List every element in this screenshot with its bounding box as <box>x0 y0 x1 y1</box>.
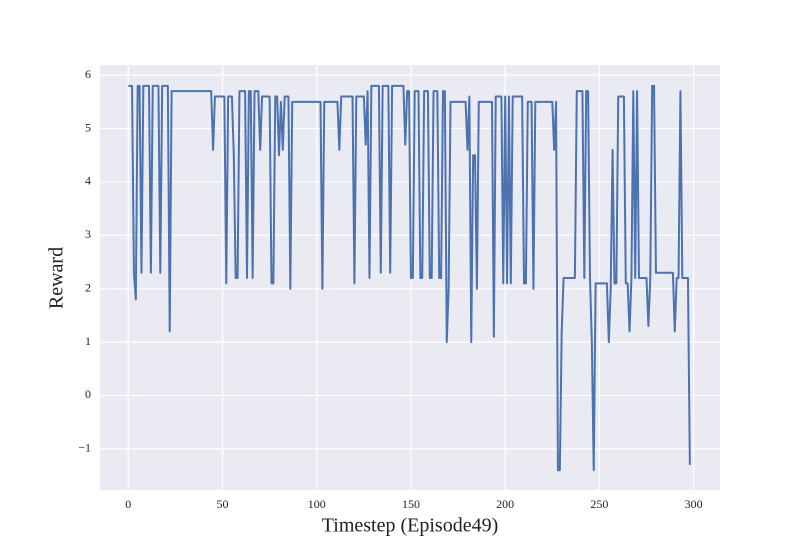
y-axis-label: Reward <box>46 247 68 309</box>
y-tick-label: 6 <box>85 67 91 81</box>
y-tick-label: 2 <box>85 280 91 294</box>
y-tick-label: 5 <box>85 120 91 134</box>
y-tick-label: 3 <box>85 227 91 241</box>
y-tick-label: 1 <box>85 334 91 348</box>
line-series <box>128 84 691 472</box>
x-tick-label: 150 <box>402 497 420 511</box>
x-tick-label: 100 <box>308 497 326 511</box>
y-tick-label: 0 <box>85 387 91 401</box>
y-tick-label: −1 <box>78 441 91 455</box>
x-tick-label: 250 <box>590 497 608 511</box>
marks <box>128 84 691 472</box>
labels: −1 0 1 2 3 4 5 6 0 50 100 150 200 250 300 <box>78 67 702 511</box>
grid <box>100 65 720 490</box>
y-tick-label: 4 <box>85 174 91 188</box>
x-tick-label: 200 <box>496 497 514 511</box>
x-tick-label: 50 <box>216 497 228 511</box>
x-tick-label: 0 <box>125 497 131 511</box>
x-axis-label: Timestep (Episode49) <box>322 515 498 537</box>
x-tick-label: 300 <box>685 497 703 511</box>
